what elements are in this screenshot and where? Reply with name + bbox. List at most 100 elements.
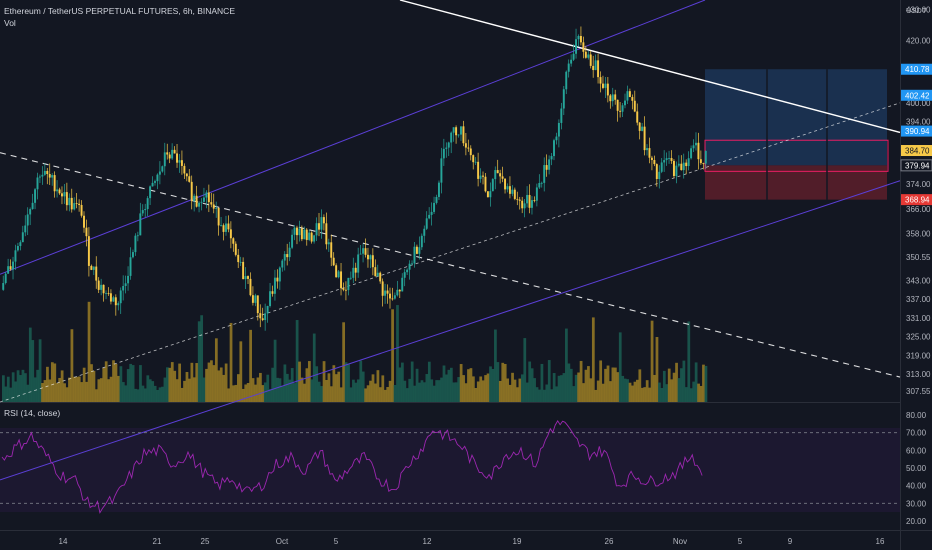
- volume-bar: [361, 371, 365, 402]
- volume-bar: [660, 388, 664, 402]
- volume-bar: [121, 382, 125, 402]
- volume-bar: [643, 387, 647, 402]
- candle-body: [599, 77, 602, 84]
- price-tick-label: 307.55: [906, 387, 931, 396]
- volume-bar: [325, 379, 328, 402]
- candle-body: [109, 293, 112, 302]
- candle-body: [389, 293, 391, 299]
- candle-body: [207, 192, 210, 203]
- volume-bar: [606, 365, 610, 402]
- candle-body: [247, 276, 249, 279]
- volume-bar: [72, 376, 76, 402]
- candle-body: [491, 179, 494, 192]
- candle-body: [127, 275, 130, 284]
- volume-bar: [139, 365, 142, 402]
- volume-bar: [533, 378, 536, 402]
- rsi-tick-label: 40.00: [906, 482, 927, 491]
- candle-body: [702, 163, 705, 164]
- channel-median-line: [0, 102, 901, 403]
- candle-body: [61, 193, 63, 197]
- candle-body: [699, 159, 702, 164]
- price-tick-label: 337.00: [906, 295, 931, 304]
- candle-body: [136, 235, 139, 237]
- candle-body: [122, 286, 125, 291]
- volume-bar: [403, 380, 407, 402]
- volume-bar: [117, 375, 120, 402]
- candle-body: [606, 83, 609, 96]
- candle-body: [435, 196, 438, 203]
- volume-bar: [408, 378, 412, 402]
- candle-body: [513, 189, 516, 199]
- candle-body: [63, 192, 66, 197]
- volume-bar: [369, 380, 372, 402]
- candle-body: [158, 171, 161, 175]
- volume-bar: [631, 385, 634, 402]
- candle-body: [92, 266, 95, 270]
- candle-body: [198, 202, 201, 207]
- candle-body: [340, 271, 343, 289]
- volume-bar: [640, 387, 644, 402]
- volume-bar: [163, 377, 167, 402]
- candle-body: [283, 254, 286, 261]
- price-tick-label: 366.00: [906, 205, 931, 214]
- candle-body: [212, 204, 215, 209]
- candle-body: [38, 176, 41, 178]
- candle-body: [330, 242, 333, 258]
- profit-target-zone: [705, 69, 887, 166]
- rsi-tick-label: 60.00: [906, 446, 927, 455]
- candle-series: [2, 26, 707, 331]
- candle-body: [239, 261, 242, 263]
- volume-bar: [60, 370, 64, 402]
- candle-body: [56, 189, 59, 192]
- volume-bar: [156, 389, 159, 402]
- candle-body: [489, 191, 492, 198]
- volume-bar: [513, 379, 517, 402]
- candle-body: [420, 235, 423, 248]
- volume-bar: [50, 362, 54, 402]
- volume-bar: [26, 384, 30, 402]
- rsi-tick-label: 20.00: [906, 517, 927, 526]
- volume-bar: [347, 364, 350, 402]
- volume-bar: [459, 364, 463, 402]
- price-tick-label: 343.00: [906, 276, 931, 285]
- candle-body: [80, 204, 83, 216]
- candle-body: [555, 136, 558, 141]
- candle-body: [658, 171, 661, 179]
- candle-body: [437, 182, 440, 197]
- volume-bar: [104, 361, 108, 402]
- volume-bar: [594, 389, 598, 402]
- candle-body: [332, 257, 335, 266]
- candle-body: [565, 71, 568, 90]
- volume-bar: [628, 382, 632, 402]
- price-badge-label: 368.94: [905, 196, 930, 205]
- volume-bar: [506, 378, 510, 402]
- volume-bar: [697, 383, 700, 402]
- volume-bar: [349, 387, 353, 402]
- volume-bar: [151, 381, 155, 402]
- volume-bar: [222, 374, 226, 402]
- candle-body: [516, 198, 519, 200]
- volume-bar: [295, 320, 299, 402]
- volume-bar: [99, 378, 103, 402]
- candle-body: [616, 99, 619, 111]
- volume-bar: [636, 379, 639, 402]
- time-tick-label: 9: [788, 537, 793, 546]
- volume-bar: [273, 339, 277, 402]
- volume-bar: [484, 375, 487, 402]
- candle-body: [12, 261, 14, 270]
- volume-bar: [239, 341, 243, 402]
- candle-body: [690, 148, 693, 159]
- candle-body: [535, 187, 538, 201]
- price-tick-label: 420.00: [906, 37, 931, 46]
- volume-bar: [650, 320, 654, 402]
- candle-body: [369, 255, 372, 260]
- candle-body: [320, 217, 323, 230]
- volume-bar: [227, 388, 230, 402]
- volume-bar: [508, 384, 512, 402]
- candle-body: [335, 265, 338, 278]
- volume-bar: [200, 315, 204, 402]
- rsi-tick-label: 80.00: [906, 411, 927, 420]
- volume-bar: [283, 364, 287, 402]
- candle-body: [445, 147, 448, 149]
